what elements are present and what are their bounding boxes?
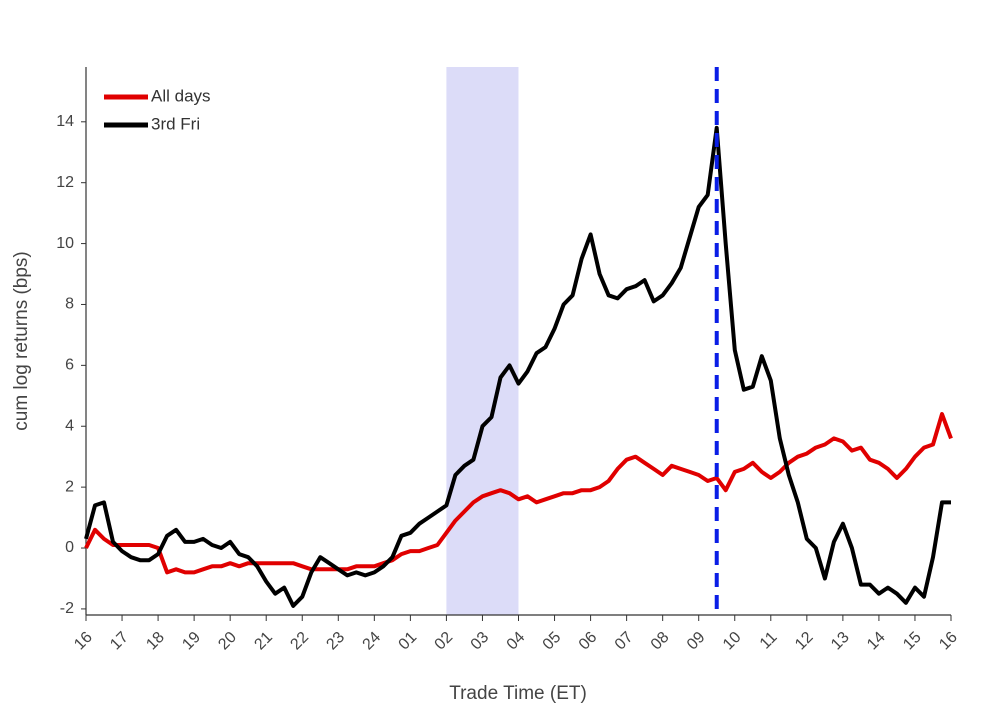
x-tick-label: 02	[432, 629, 457, 654]
x-tick-label: 24	[360, 629, 385, 654]
y-axis-label: cum log returns (bps)	[11, 251, 32, 431]
x-tick-label: 18	[143, 629, 168, 654]
x-tick-label: 01	[396, 629, 421, 654]
x-tick-label: 11	[757, 629, 781, 653]
x-tick-label: 13	[828, 629, 853, 654]
x-tick-label: 06	[576, 629, 601, 654]
y-tick-label: 4	[65, 417, 74, 434]
x-tick-label: 14	[864, 629, 889, 654]
x-tick-label: 09	[684, 629, 709, 654]
x-tick-label: 23	[323, 629, 348, 654]
x-tick-label: 21	[251, 629, 276, 654]
x-tick-label: 20	[215, 629, 240, 654]
x-tick-label: 17	[107, 629, 132, 654]
y-tick-label: 8	[65, 296, 74, 313]
x-tick-label: 08	[648, 629, 673, 654]
y-tick-label: 6	[65, 357, 74, 374]
series-line	[84, 412, 953, 575]
x-tick-label: 16	[936, 629, 961, 654]
x-tick-label: 12	[792, 629, 817, 654]
x-tick-label: 07	[612, 629, 637, 654]
x-tick-label: 22	[287, 629, 312, 654]
x-tick-label: 05	[540, 629, 565, 654]
y-tick-label: -2	[60, 600, 74, 617]
y-tick-label: 2	[65, 478, 74, 495]
y-tick-label: 10	[56, 235, 74, 252]
x-tick-label: 19	[179, 629, 204, 654]
x-axis-label: Trade Time (ET)	[449, 683, 587, 704]
legend-label: 3rd Fri	[151, 114, 200, 133]
x-tick-label: 03	[468, 629, 493, 654]
x-tick-label: 15	[900, 629, 925, 654]
shaded-region	[446, 67, 519, 615]
series-line	[84, 125, 951, 608]
x-tick-label: 10	[720, 629, 745, 654]
y-tick-label: 0	[65, 539, 74, 556]
y-tick-label: 14	[56, 113, 74, 130]
x-tick-label: 04	[504, 629, 529, 654]
legend-label: All days	[151, 86, 211, 105]
y-tick-label: 12	[56, 174, 74, 191]
x-tick-label: 16	[71, 629, 96, 654]
